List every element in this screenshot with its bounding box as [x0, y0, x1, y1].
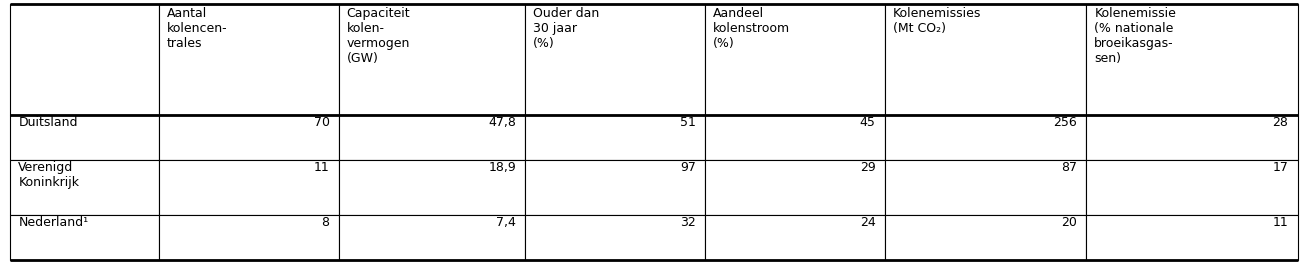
Bar — [158, 4, 339, 115]
Text: 28: 28 — [1273, 116, 1288, 129]
Bar — [339, 160, 526, 215]
Text: 17: 17 — [1273, 161, 1288, 174]
Text: 8: 8 — [322, 216, 330, 229]
Bar — [705, 215, 884, 260]
Text: Kolenemissies
(Mt CO₂): Kolenemissies (Mt CO₂) — [892, 7, 981, 35]
Bar — [339, 4, 526, 115]
Bar — [1087, 4, 1298, 115]
Bar — [339, 215, 526, 260]
Text: 45: 45 — [859, 116, 875, 129]
Text: 24: 24 — [859, 216, 875, 229]
Bar — [884, 215, 1087, 260]
Bar — [526, 215, 705, 260]
Text: 11: 11 — [1273, 216, 1288, 229]
Text: 70: 70 — [314, 116, 330, 129]
Text: 47,8: 47,8 — [488, 116, 517, 129]
Text: 29: 29 — [859, 161, 875, 174]
Bar — [526, 115, 705, 160]
Bar — [1087, 160, 1298, 215]
Text: Duitsland: Duitsland — [18, 116, 77, 129]
Bar — [705, 160, 884, 215]
Text: 11: 11 — [314, 161, 330, 174]
Text: 7,4: 7,4 — [496, 216, 517, 229]
Bar — [339, 115, 526, 160]
Bar — [10, 215, 158, 260]
Bar — [10, 160, 158, 215]
Bar — [10, 4, 158, 115]
Text: Aantal
kolencen-
trales: Aantal kolencen- trales — [166, 7, 228, 50]
Bar — [884, 4, 1087, 115]
Bar — [526, 4, 705, 115]
Bar — [158, 215, 339, 260]
Bar — [1087, 115, 1298, 160]
Bar — [1087, 215, 1298, 260]
Text: 18,9: 18,9 — [488, 161, 517, 174]
Bar — [526, 160, 705, 215]
Bar — [158, 160, 339, 215]
Bar — [884, 160, 1087, 215]
Text: 20: 20 — [1061, 216, 1078, 229]
Text: Ouder dan
30 jaar
(%): Ouder dan 30 jaar (%) — [534, 7, 599, 50]
Text: 87: 87 — [1061, 161, 1078, 174]
Text: Kolenemissie
(% nationale
broeikasgas-
sen): Kolenemissie (% nationale broeikasgas- s… — [1095, 7, 1176, 65]
Bar — [705, 4, 884, 115]
Text: Nederland¹: Nederland¹ — [18, 216, 89, 229]
Text: 97: 97 — [680, 161, 696, 174]
Text: Verenigd
Koninkrijk: Verenigd Koninkrijk — [18, 161, 80, 189]
Bar — [158, 115, 339, 160]
Bar — [884, 115, 1087, 160]
Text: 256: 256 — [1053, 116, 1078, 129]
Bar — [10, 115, 158, 160]
Text: Aandeel
kolenstroom
(%): Aandeel kolenstroom (%) — [713, 7, 790, 50]
Bar — [705, 115, 884, 160]
Text: 32: 32 — [680, 216, 696, 229]
Text: Capaciteit
kolen-
vermogen
(GW): Capaciteit kolen- vermogen (GW) — [347, 7, 411, 65]
Text: 51: 51 — [680, 116, 696, 129]
